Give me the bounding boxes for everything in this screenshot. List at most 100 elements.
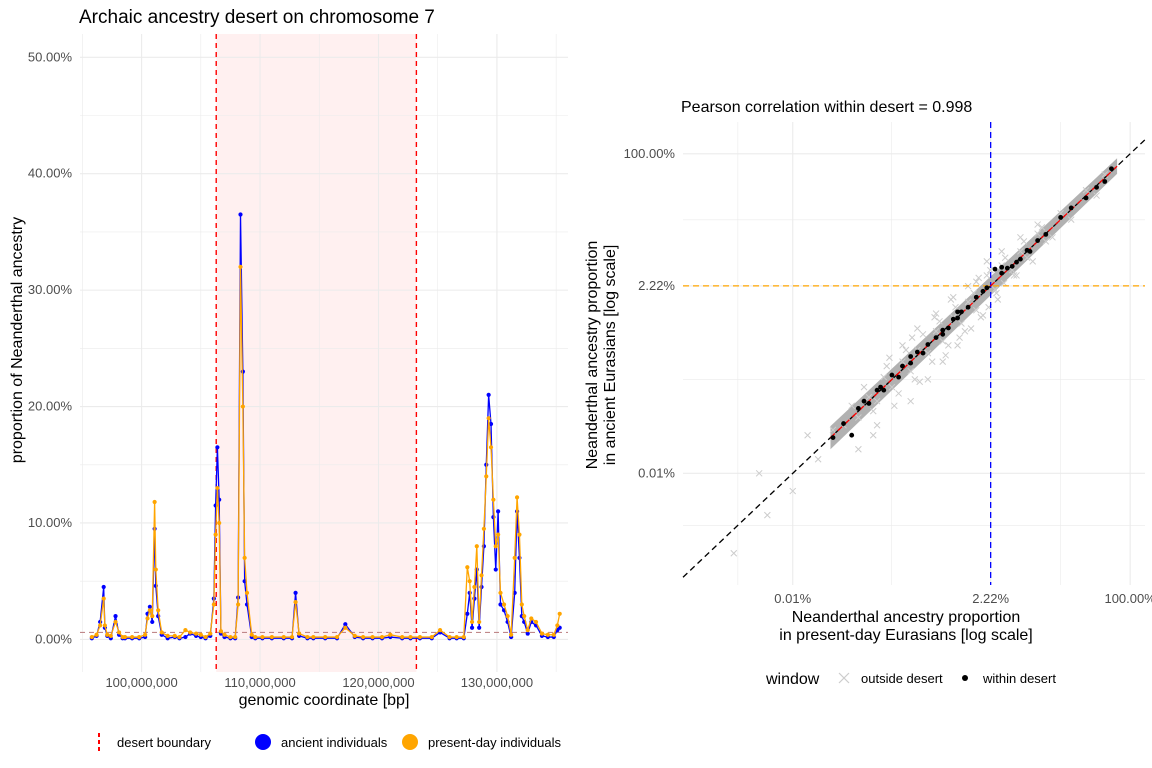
- present-day-point: [311, 634, 316, 640]
- legend-key-outside-desert: [838, 672, 850, 684]
- outside-desert-point: [899, 358, 906, 366]
- legend-label-present-day: present-day individuals: [428, 735, 561, 750]
- outside-desert-point: [924, 376, 932, 383]
- within-desert-point: [900, 363, 905, 369]
- within-desert-point: [914, 349, 920, 355]
- present-day-point: [522, 614, 527, 619]
- present-day-point: [145, 616, 150, 621]
- present-day-point: [143, 632, 148, 637]
- within-desert-point: [1109, 166, 1114, 172]
- present-day-point: [512, 555, 517, 561]
- present-day-point: [454, 634, 459, 640]
- within-desert-point: [1035, 238, 1041, 243]
- outside-desert-point: [1013, 272, 1020, 279]
- left-gridlines: [80, 34, 568, 672]
- outside-desert-point: [848, 402, 856, 410]
- ancient-point: [183, 634, 188, 640]
- present-day-point: [360, 634, 366, 640]
- outside-desert-point: [1082, 186, 1090, 194]
- ancient-point: [101, 584, 106, 590]
- right-y-tick-label: 100.00%: [624, 146, 676, 161]
- within-desert-point: [1058, 214, 1064, 220]
- present-day-point: [305, 634, 310, 640]
- within-desert-point: [940, 327, 946, 333]
- outside-desert-point: [994, 296, 1002, 303]
- outside-desert-point: [855, 414, 862, 421]
- desert-region: [216, 34, 417, 672]
- present-day-point: [215, 485, 220, 491]
- within-desert-point: [955, 315, 960, 321]
- present-day-point: [113, 619, 118, 625]
- left-y-tick-label: 20.00%: [28, 399, 73, 414]
- within-desert-point: [908, 354, 914, 359]
- present-day-point: [156, 608, 161, 613]
- present-day-point: [334, 634, 340, 640]
- present-day-line: [91, 266, 561, 638]
- outside-desert-point: [986, 266, 994, 274]
- present-day-point: [242, 555, 247, 561]
- legend-label-outside-desert: outside desert: [861, 671, 943, 686]
- present-day-point: [437, 627, 443, 633]
- present-day-point: [379, 634, 385, 640]
- outside-desert-point: [855, 445, 862, 453]
- within-desert-point: [1018, 256, 1023, 262]
- present-day-point: [539, 631, 545, 636]
- present-day-point: [102, 623, 107, 628]
- present-day-point: [236, 602, 241, 607]
- outside-desert-point: [860, 383, 868, 391]
- present-day-point: [343, 625, 348, 630]
- present-day-point: [130, 634, 135, 640]
- outside-desert-point: [913, 325, 921, 332]
- present-day-point: [519, 602, 524, 607]
- present-day-point: [498, 590, 503, 595]
- present-day-point: [555, 623, 560, 628]
- identity-diagonal-line: [682, 139, 1146, 578]
- present-day-point: [488, 445, 494, 450]
- legend-key-within-desert: [962, 675, 968, 681]
- outside-desert-point: [890, 402, 898, 410]
- right-y-axis-label-line2: in ancient Eurasians [log scale]: [602, 245, 619, 466]
- present-day-point: [501, 602, 507, 607]
- within-desert-point: [908, 360, 914, 366]
- outside-desert-point: [1001, 254, 1009, 262]
- present-day-point: [172, 633, 177, 639]
- present-day-point: [474, 544, 479, 549]
- within-desert-point: [878, 384, 883, 390]
- within-desert-point: [955, 309, 960, 315]
- outside-desert-point: [928, 358, 936, 366]
- present-day-point: [491, 497, 496, 502]
- left-panel: Archaic ancestry desert on chromosome 7 …: [9, 7, 568, 753]
- present-day-point: [529, 616, 534, 621]
- outside-desert-point: [888, 383, 896, 391]
- within-desert-point: [1094, 184, 1099, 190]
- left-y-tick-label: 10.00%: [28, 515, 73, 530]
- desert-boundaries: [215, 34, 418, 672]
- present-day-point: [486, 416, 491, 421]
- present-day-point: [211, 602, 216, 607]
- ancient-point: [469, 625, 475, 630]
- ancient-point: [496, 509, 501, 514]
- left-y-axis-label: proportion of Neanderthal ancestry: [9, 217, 26, 463]
- outside-desert-point: [899, 341, 906, 349]
- fit-confidence-ribbon: [830, 158, 1118, 450]
- outside-desert-point: [1057, 209, 1065, 217]
- desert-shading: [216, 34, 417, 672]
- present-day-point: [557, 611, 562, 616]
- present-day-point: [481, 526, 487, 531]
- ancient-point: [150, 619, 155, 625]
- within-desert-point: [1027, 248, 1033, 254]
- left-x-tick-label: 100,000,000: [105, 675, 177, 690]
- present-day-point: [165, 633, 170, 639]
- right-x-tick-label: 0.01%: [774, 591, 811, 606]
- outside-desert-point: [939, 358, 947, 366]
- within-desert-point: [940, 331, 946, 337]
- outside-desert-point: [947, 296, 955, 303]
- outside-desert-point: [939, 337, 947, 345]
- ancient-point: [486, 392, 491, 398]
- outside-desert-point: [993, 289, 1000, 297]
- outside-desert-point: [945, 341, 952, 349]
- within-desert-point: [992, 266, 998, 272]
- present-day-point: [183, 627, 188, 633]
- present-day-point: [472, 584, 477, 590]
- outside-desert-point: [936, 317, 943, 325]
